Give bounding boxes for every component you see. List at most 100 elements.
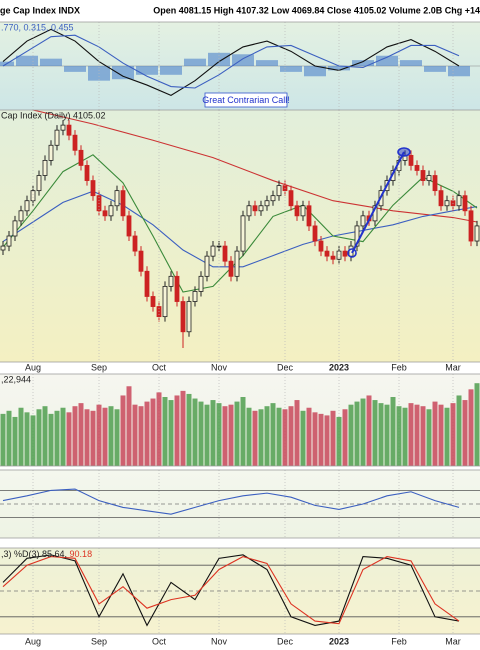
panel-borders <box>0 21 480 635</box>
volume-bar <box>54 410 60 466</box>
histogram-bar <box>256 60 278 66</box>
x-tick-label: Mar <box>445 362 461 372</box>
candle-body <box>144 270 150 297</box>
candle-body <box>432 175 438 192</box>
histogram-bar <box>424 66 446 72</box>
candle-body <box>24 200 30 212</box>
candle-body <box>276 185 282 197</box>
volume-bar <box>246 407 252 466</box>
x-tick-label: Nov <box>211 362 228 372</box>
indicator-line <box>2 488 460 515</box>
volume-bar <box>204 404 210 466</box>
volume-bar <box>258 409 264 466</box>
indicator-line <box>2 190 478 268</box>
candle-body <box>192 291 198 302</box>
volume-bar <box>6 410 12 466</box>
candle-body <box>120 190 126 217</box>
volume-bar <box>252 410 258 466</box>
candle-body <box>30 190 36 202</box>
volume-bar <box>312 412 318 466</box>
volume-bar <box>228 404 234 466</box>
candle-body <box>456 195 462 207</box>
volume-bar <box>132 404 138 466</box>
header-left: ge Cap Index INDX <box>0 5 80 15</box>
candle-body <box>90 180 96 197</box>
macd-plot <box>0 28 480 96</box>
indicator-line <box>2 556 460 625</box>
histogram-bar <box>400 60 422 66</box>
volume-bar <box>78 403 84 466</box>
volume-bar <box>168 400 174 466</box>
volume-bar <box>216 403 222 466</box>
volume-bar <box>402 407 408 466</box>
volume-bar <box>240 397 246 466</box>
volume-bar <box>354 401 360 466</box>
histogram-bar <box>208 52 230 66</box>
indicator-line <box>2 34 460 89</box>
candle-body <box>294 205 300 217</box>
histogram-bar <box>376 55 398 66</box>
candle-body <box>234 250 240 277</box>
x-tick-label: Aug <box>25 362 41 372</box>
candle-body <box>360 215 366 227</box>
x-tick-label: Sep <box>91 362 107 372</box>
histogram-bar <box>112 66 134 80</box>
candle-body <box>414 165 420 171</box>
histogram-bar <box>232 54 254 66</box>
histogram-bar <box>136 66 158 75</box>
volume-bar <box>468 389 474 466</box>
volume-bar <box>306 407 312 466</box>
volume-bar <box>90 410 96 466</box>
volume-bar <box>378 403 384 466</box>
price-label: Cap Index (Daily) 4105.02 <box>1 110 106 120</box>
candle-body <box>66 124 72 136</box>
candle-body <box>240 215 246 252</box>
volume-bar <box>162 397 168 466</box>
candle-body <box>138 250 144 272</box>
histogram-bar <box>160 66 182 75</box>
candle-body <box>312 225 318 242</box>
volume-bar <box>0 413 6 466</box>
candle-body <box>444 200 450 207</box>
volume-bar <box>270 403 276 466</box>
volume-bar <box>372 400 378 466</box>
candle-body <box>102 210 108 217</box>
candle-body <box>60 124 66 131</box>
stochastic-label-k: ,3) %D(3) 85.64, <box>1 549 67 559</box>
candle-body <box>438 190 444 207</box>
stochastic-label: ,3) %D(3) 85.64, 90.18 <box>1 549 92 559</box>
x-tick-label: 2023 <box>329 362 349 372</box>
candle-body <box>150 296 156 307</box>
candle-body <box>222 245 228 262</box>
candle-body <box>474 225 480 242</box>
candle-body <box>270 195 276 202</box>
candle-body <box>228 260 234 277</box>
x-tick-label: Dec <box>277 362 294 372</box>
histogram-bar <box>328 66 350 71</box>
volume-bar <box>24 412 30 466</box>
candle-body <box>210 245 216 257</box>
histogram-bar <box>184 58 206 66</box>
candle-body <box>78 149 84 166</box>
volume-bar <box>42 406 48 466</box>
candle-body <box>162 285 168 318</box>
candle-body <box>420 170 426 181</box>
volume-bar <box>102 407 108 466</box>
volume-bar <box>474 383 480 466</box>
histogram-bar <box>64 66 86 72</box>
volume-bar <box>66 412 72 466</box>
indicator-line <box>2 554 460 627</box>
x-tick-label: Nov <box>211 636 228 646</box>
candle-body <box>306 205 312 227</box>
volume-bar <box>156 392 162 466</box>
volume-bar <box>294 400 300 466</box>
macd-label: .770, 0.315, 0.455 <box>1 22 74 32</box>
candle-body <box>108 205 114 217</box>
histogram-bar <box>448 66 470 77</box>
x-tick-label: Sep <box>91 636 107 646</box>
candle-body <box>42 159 48 176</box>
candle-body <box>126 215 132 237</box>
candle-body <box>264 200 270 207</box>
volume-bar <box>30 415 36 466</box>
stochastic-label-d: 90.18 <box>70 549 93 559</box>
